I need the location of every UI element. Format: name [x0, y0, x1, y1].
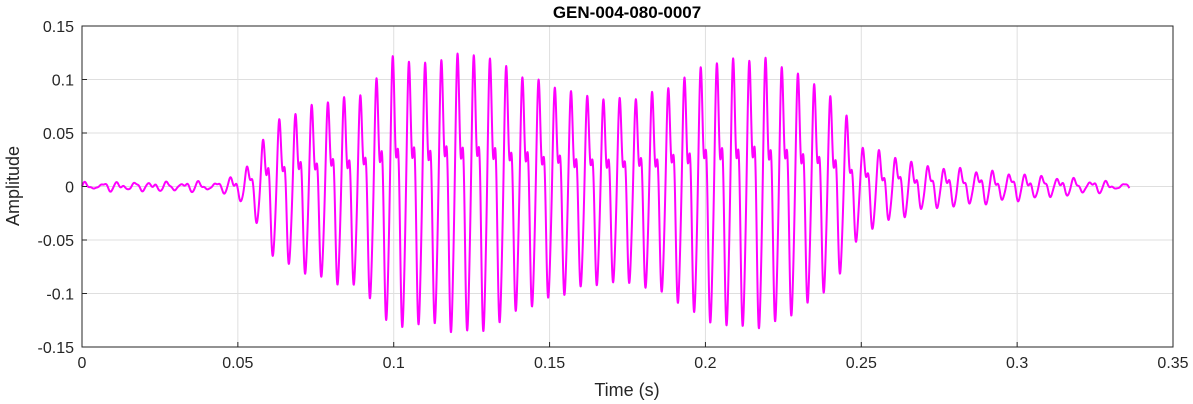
signal-line: [81, 52, 1131, 334]
chart-title: GEN-004-080-0007: [553, 3, 701, 22]
y-tick-label: -0.1: [46, 287, 74, 304]
y-axis-label: Amplitude: [3, 146, 23, 226]
x-tick-label: 0.25: [846, 355, 877, 372]
x-tick-label: 0.1: [383, 355, 405, 372]
x-tick-label: 0.15: [534, 355, 565, 372]
x-axis-label: Time (s): [594, 380, 659, 400]
x-axis-ticks: 0 0.05 0.1 0.15 0.2 0.25 0.3 0.35: [78, 342, 1189, 372]
x-tick-label: 0: [78, 355, 87, 372]
x-tick-label: 0.05: [222, 355, 253, 372]
y-tick-label: 0.1: [52, 73, 74, 90]
x-tick-label: 0.35: [1157, 355, 1188, 372]
y-tick-label: -0.05: [38, 233, 75, 250]
x-tick-label: 0.2: [694, 355, 716, 372]
y-tick-label: 0: [65, 180, 74, 197]
y-tick-label: 0.15: [43, 19, 74, 36]
y-tick-label: 0.05: [43, 126, 74, 143]
x-tick-label: 0.3: [1006, 355, 1028, 372]
signal-series: [81, 52, 1131, 334]
y-tick-label: -0.15: [38, 340, 75, 357]
y-axis-ticks: 0.15 0.1 0.05 0 -0.05 -0.1 -0.15: [38, 19, 87, 357]
